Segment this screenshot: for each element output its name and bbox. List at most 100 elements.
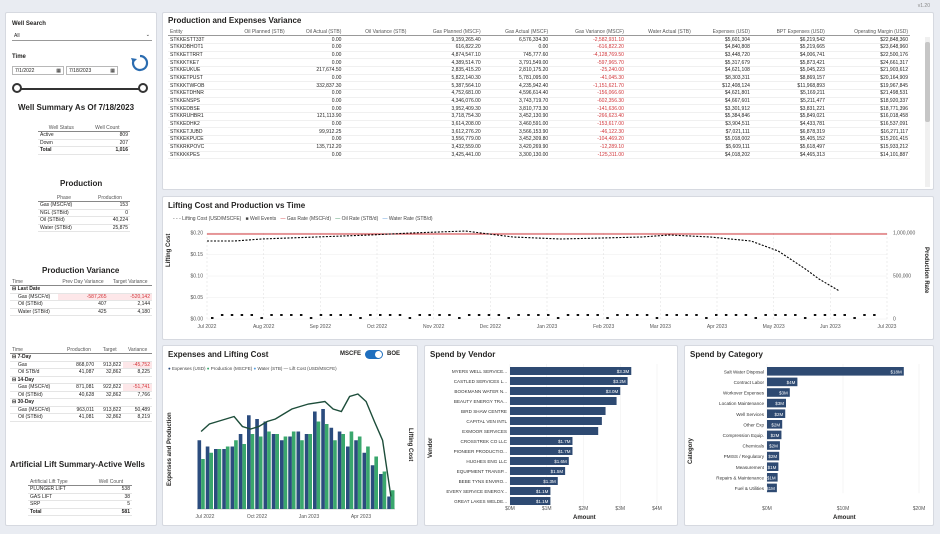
- table-row[interactable]: STKKDBHOT1 0.00 616,822.20 0.00 -616,822.20 $…: [168, 43, 910, 52]
- column-header[interactable]: BPT Expenses (USD): [751, 28, 827, 37]
- bar[interactable]: [767, 409, 786, 418]
- bar[interactable]: [510, 497, 551, 505]
- cell-value: 871,081: [61, 383, 97, 392]
- value-cell: 5,781,095.00: [482, 74, 551, 83]
- date-to-input[interactable]: 7/18/2023 ▦: [66, 66, 118, 75]
- category-label: MYERS WELL SERVICE...: [452, 369, 507, 374]
- column-header[interactable]: Entity: [168, 28, 224, 37]
- table-row[interactable]: STKKKTWFOB 332,837.30 5,387,564.10 4,235,94…: [168, 81, 910, 90]
- bar[interactable]: [510, 447, 573, 455]
- bar[interactable]: [510, 367, 632, 375]
- value-cell: [223, 89, 287, 98]
- bar[interactable]: [510, 467, 566, 475]
- x-tick-label: $2M: [579, 506, 589, 512]
- column-header[interactable]: Water Actual (STB): [625, 28, 693, 37]
- table-row[interactable]: STKKRKPOVC 135,712.20 3,432,559.00 3,420,26…: [168, 143, 910, 152]
- scrollbar-thumb[interactable]: [925, 42, 930, 122]
- table-row[interactable]: STKKKTKE7 0.00 4,389,514.70 3,791,549.00 -59…: [168, 58, 910, 67]
- bar[interactable]: [767, 483, 777, 493]
- bar[interactable]: [767, 367, 904, 376]
- time-label: Time: [12, 54, 26, 60]
- table-row[interactable]: STKKETPUST 0.00 5,822,140.30 5,781,095.00 -4…: [168, 74, 910, 83]
- refresh-icon[interactable]: [130, 53, 150, 73]
- column-header: Phase: [38, 195, 90, 202]
- bar[interactable]: [767, 451, 780, 461]
- expenses-bar: [230, 446, 235, 509]
- table-row[interactable]: STKKESTT33T 0.00 9,159,265.40 6,576,334.30-…: [168, 35, 910, 44]
- column-header[interactable]: Expenses (USD): [692, 28, 752, 37]
- date-slider-end-handle[interactable]: [138, 83, 148, 93]
- column-header[interactable]: Operating Margin (USD): [826, 28, 910, 37]
- unit-toggle[interactable]: [365, 350, 383, 359]
- bar[interactable]: [510, 397, 617, 405]
- table-row: NGL (STB/d) 0: [38, 209, 130, 217]
- table-row[interactable]: ⊟ 7-Day: [10, 353, 152, 362]
- table-row[interactable]: STKKEDBSE 0.00 3,952,409.30 3,810,773.30 -14…: [168, 104, 910, 114]
- production-bar: [366, 446, 370, 509]
- date-slider-track[interactable]: [16, 88, 144, 90]
- column-header[interactable]: Gas Variance (MSCF): [550, 28, 626, 37]
- well-event-marker: [359, 317, 362, 319]
- legend-dash-icon: - - -: [173, 216, 181, 222]
- bar[interactable]: [510, 427, 599, 435]
- column-header[interactable]: Oil Variance (STB): [343, 28, 409, 37]
- bar[interactable]: [767, 430, 782, 440]
- table-row[interactable]: STKKETTRRT 0.00 4,874,547.10 745,777.60 -4,1…: [168, 51, 910, 60]
- bar[interactable]: [510, 377, 628, 385]
- value-cell: [625, 51, 693, 60]
- bar-value-label: $2M: [771, 422, 780, 427]
- table-row[interactable]: ⊟ 14-Day: [10, 376, 152, 384]
- value-cell: 5,387,564.10: [408, 81, 483, 90]
- well-event-marker: [339, 314, 342, 316]
- legend-label: Water (STB): [257, 366, 283, 371]
- date-slider-start-handle[interactable]: [12, 83, 22, 93]
- legend-dot-icon: ●: [206, 366, 210, 371]
- expenses-bar: [337, 431, 342, 509]
- scrollbar-track[interactable]: [925, 37, 930, 187]
- bar[interactable]: [510, 417, 602, 425]
- table-row[interactable]: STKKEUKUE 217,674.50 2,835,415.20 2,810,175…: [168, 66, 910, 75]
- bar[interactable]: [510, 487, 551, 495]
- bar[interactable]: [767, 420, 783, 429]
- value-cell: $16,018,458: [826, 112, 910, 121]
- bar[interactable]: [510, 457, 569, 465]
- table-row[interactable]: STKKRUHBR1 121,113.90 3,718,754.30 3,452,13…: [168, 112, 910, 121]
- column-header[interactable]: Artificial Lift Type: [28, 479, 90, 486]
- table-row[interactable]: STKKEDHK2 0.00 3,614,208.00 3,460,591.00 -15…: [168, 120, 910, 129]
- column-header[interactable]: Oil Planned (STB): [223, 28, 287, 37]
- column-header[interactable]: Gas Planned (MSCF): [408, 28, 483, 37]
- table-row[interactable]: ⊟ Last Date: [10, 285, 152, 294]
- bar[interactable]: [510, 437, 573, 445]
- bar[interactable]: [510, 387, 621, 395]
- table-row[interactable]: STKKETJUBD 99,912.25 3,612,276.20 3,566,153…: [168, 127, 910, 137]
- table-row[interactable]: STKKKKPES 0.00 3,425,441.00 3,300,130.00 -12…: [168, 151, 910, 160]
- category-x-axis-label: Amount: [833, 515, 856, 521]
- table-row[interactable]: STKKENSPS 0.00 4,346,076.00 3,743,719.70 -60…: [168, 97, 910, 106]
- bar[interactable]: [767, 473, 778, 482]
- category-label: Salt Water Disposal: [724, 369, 764, 374]
- value-cell: $15,201,415: [826, 135, 910, 144]
- cell-value: 41,087: [61, 368, 97, 377]
- column-header[interactable]: Gas Actual (MSCF): [482, 28, 551, 37]
- column-header: Prev Day Variance: [57, 279, 109, 286]
- column-header[interactable]: Well Count: [89, 479, 132, 486]
- bar[interactable]: [767, 441, 780, 450]
- well-event-marker: [299, 314, 303, 316]
- bar[interactable]: [767, 398, 786, 408]
- vendor-x-axis-label: Amount: [573, 515, 596, 521]
- lift-type: Total: [28, 508, 90, 516]
- table-row[interactable]: ⊟ 30-Day: [10, 398, 152, 407]
- column-header[interactable]: Oil Actual (STB): [286, 28, 344, 37]
- value-cell: 4,389,514.70: [408, 58, 483, 67]
- production-bar: [201, 459, 205, 509]
- bar[interactable]: [510, 477, 558, 485]
- bar[interactable]: [767, 388, 790, 397]
- bar[interactable]: [510, 407, 606, 415]
- well-search-dropdown[interactable]: All ⌄: [12, 32, 152, 41]
- bar[interactable]: [767, 462, 779, 471]
- cell-value: 32,862: [96, 413, 124, 422]
- bar[interactable]: [767, 377, 798, 387]
- table-row[interactable]: STKKETDHNR 0.00 4,752,681.00 4,596,614.40 -1…: [168, 89, 910, 98]
- date-from-input[interactable]: 7/1/2022 ▦: [12, 66, 64, 75]
- table-row[interactable]: STKKEKPUCE 0.00 3,556,779.00 3,452,309.80 -1…: [168, 135, 910, 144]
